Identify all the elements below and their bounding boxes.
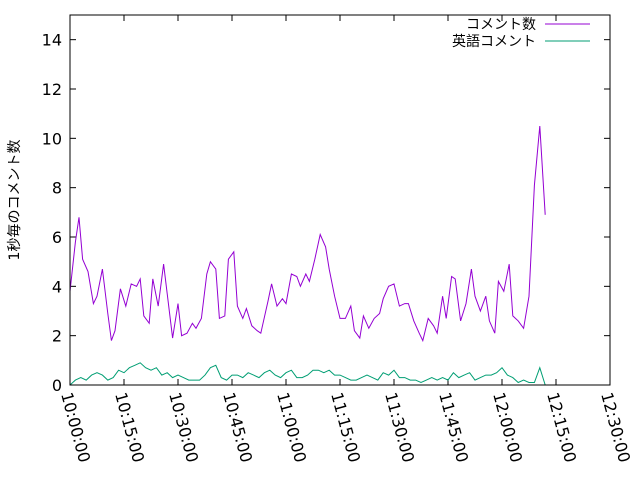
- legend-entry-label: コメント数: [466, 17, 536, 33]
- y-axis-label: 1秒毎のコメント数: [7, 140, 23, 261]
- y-axis-ticks: 0 2 4 6 8 10 12 14: [42, 31, 610, 395]
- series-line-0: [69, 125, 546, 343]
- y-tick-label: 6: [52, 228, 62, 247]
- series-line-1: [69, 362, 546, 386]
- legend-entry-label: 英語コメント: [452, 33, 536, 50]
- y-tick-label: 12: [42, 80, 62, 99]
- y-tick-label: 14: [42, 31, 62, 50]
- y-tick-label: 10: [42, 129, 62, 148]
- y-tick-label: 4: [52, 277, 62, 296]
- y-tick-label: 2: [52, 327, 62, 346]
- series-layer: [69, 125, 546, 386]
- y-tick-label: 8: [52, 179, 62, 198]
- plot-frame: [69, 14, 611, 386]
- y-tick-label: 0: [52, 376, 62, 395]
